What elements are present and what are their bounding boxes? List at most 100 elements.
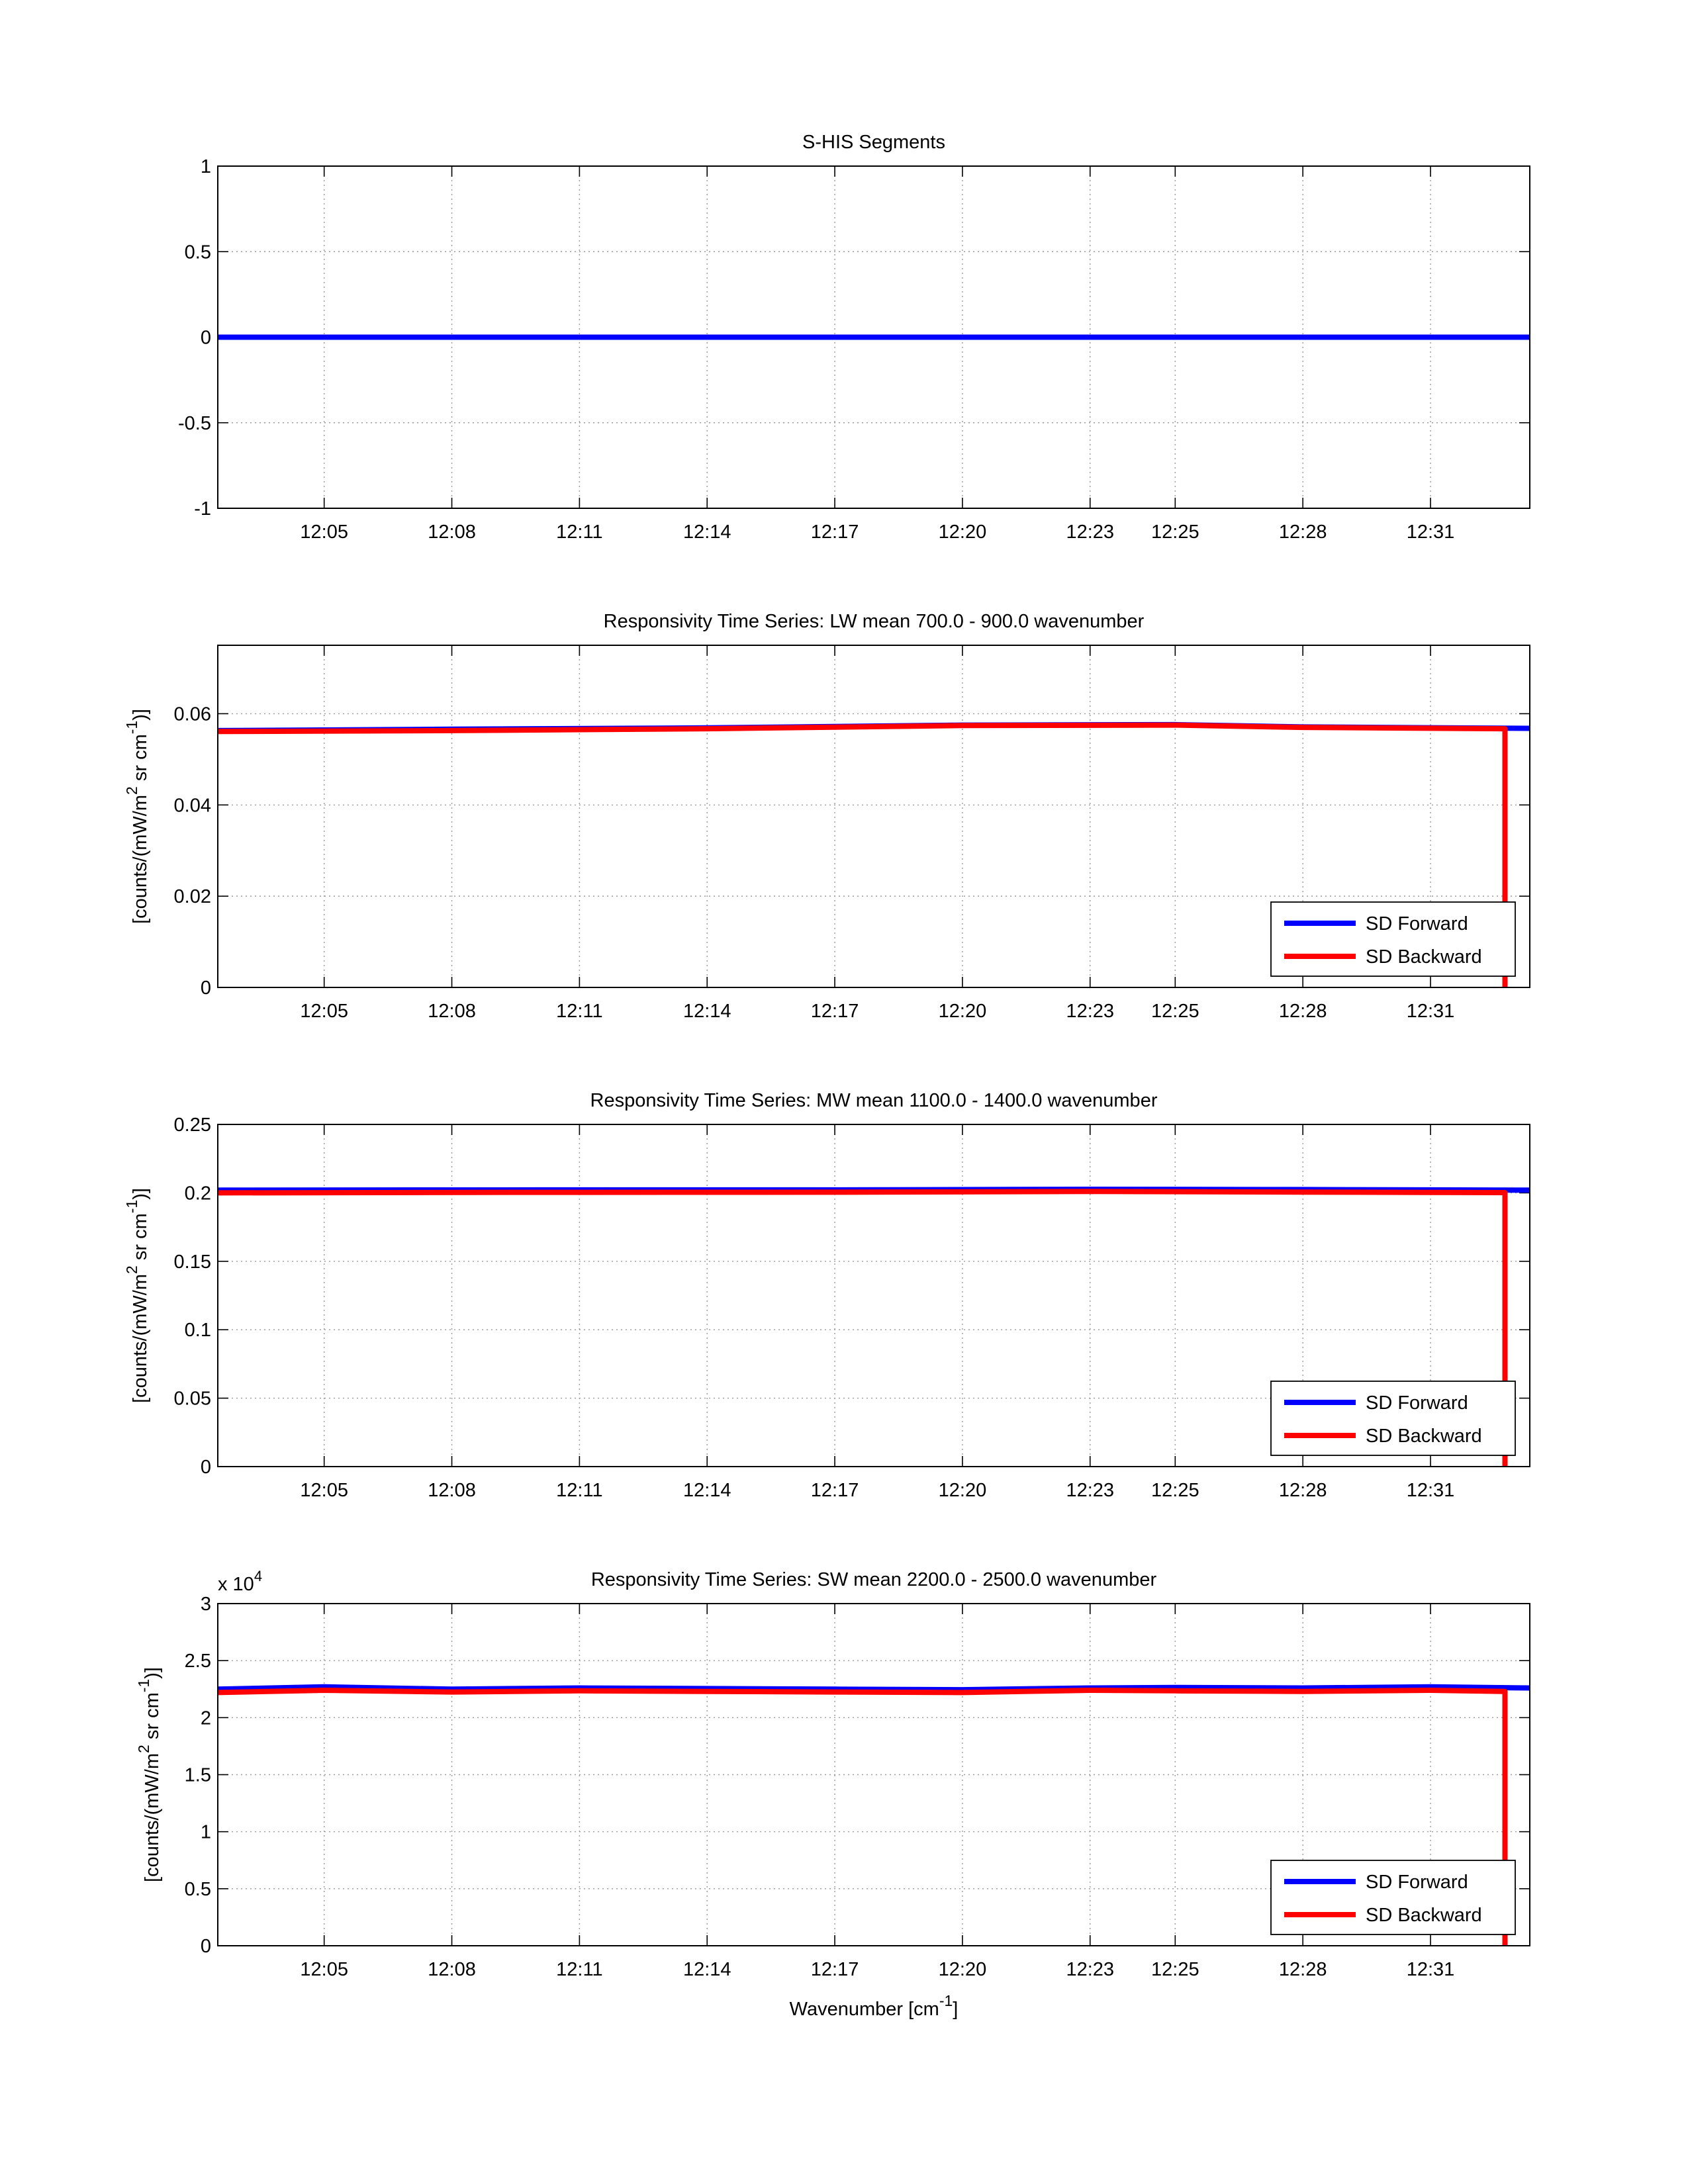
- series-line-sd-backward: [218, 1189, 1508, 1467]
- legend-box: [1270, 1381, 1516, 1456]
- y-axis-label: [counts/(mW/m2 sr cm-1)]: [123, 709, 151, 924]
- y-axis-label-main: [counts/(mW/m: [142, 1753, 163, 1882]
- y-axis-label-mid: sr cm: [130, 734, 151, 786]
- series-line-sd-backward: [218, 1688, 1508, 1946]
- legend: SD Forward SD Backward: [1270, 1860, 1516, 1935]
- x-tick-label: 12:11: [556, 1959, 602, 1980]
- y-tick-label: 2.5: [185, 1651, 211, 1672]
- y-multiplier-base: x 10: [218, 1574, 254, 1595]
- x-tick-label: 12:31: [1407, 1001, 1455, 1022]
- x-tick-label: 12:17: [811, 1480, 859, 1501]
- y-axis-label-main: [counts/(mW/m: [130, 1274, 151, 1403]
- x-tick-label: 12:17: [811, 522, 859, 543]
- axes-box: [217, 1603, 1530, 1946]
- x-tick-label: 12:14: [683, 1480, 731, 1501]
- chart-panel-2: Responsivity Time Series: LW mean 700.0 …: [123, 611, 1530, 1022]
- series-group: [218, 1187, 1530, 1467]
- y-tick-label: 0: [201, 1936, 211, 1957]
- x-tick-label: 12:08: [428, 1959, 476, 1980]
- x-tick-label: 12:25: [1151, 522, 1199, 543]
- x-tick-label: 12:25: [1151, 1001, 1199, 1022]
- y-tick-label: 0.04: [174, 795, 211, 816]
- chart-title: Responsivity Time Series: LW mean 700.0 …: [604, 611, 1145, 632]
- series-line-sd-backward: [218, 722, 1508, 987]
- axes-box: [217, 1124, 1530, 1467]
- x-tick-label: 12:20: [939, 1959, 987, 1980]
- x-tick-label: 12:28: [1279, 1480, 1327, 1501]
- legend: SD Forward SD Backward: [1270, 1381, 1516, 1456]
- x-tick-label: 12:28: [1279, 1959, 1327, 1980]
- y-axis-label-end: )]: [142, 1667, 163, 1679]
- chart-title: S-HIS Segments: [802, 132, 945, 153]
- y-tick-label: 0.2: [185, 1183, 211, 1204]
- y-tick-label: 1: [201, 1822, 211, 1843]
- y-axis-label-sup1: 2: [123, 1265, 140, 1274]
- y-axis-label-sup2: -1: [135, 1679, 152, 1692]
- grid-lines: [218, 645, 1530, 987]
- x-tick-label: 12:23: [1066, 522, 1114, 543]
- x-tick-label: 12:28: [1279, 1001, 1327, 1022]
- y-tick-label: 0.25: [174, 1115, 211, 1136]
- x-tick-label: 12:05: [300, 1001, 348, 1022]
- x-tick-label: 12:17: [811, 1001, 859, 1022]
- chart-panel-4: Responsivity Time Series: SW mean 2200.0…: [135, 1568, 1530, 2020]
- x-tick-label: 12:17: [811, 1959, 859, 1980]
- y-axis-label-sup1: 2: [135, 1745, 152, 1753]
- y-tick-label: 3: [201, 1594, 211, 1615]
- y-tick-label: 0: [201, 1457, 211, 1478]
- x-tick-label: 12:11: [556, 1480, 602, 1501]
- y-axis-label-sup1: 2: [123, 786, 140, 795]
- y-axis-label: [counts/(mW/m2 sr cm-1)]: [135, 1667, 163, 1882]
- y-axis-label-mid: sr cm: [142, 1692, 163, 1745]
- x-tick-label: 12:25: [1151, 1480, 1199, 1501]
- x-axis-label-end: ]: [953, 1999, 958, 2020]
- x-axis-label: Wavenumber [cm-1]: [790, 1992, 959, 2020]
- y-tick-label: 0.15: [174, 1251, 211, 1273]
- y-tick-label: 0.5: [185, 242, 211, 263]
- y-tick-label: 0.05: [174, 1388, 211, 1410]
- x-tick-label: 12:23: [1066, 1001, 1114, 1022]
- x-tick-label: 12:08: [428, 522, 476, 543]
- legend-label: SD Backward: [1366, 1905, 1482, 1926]
- y-tick-label: -0.5: [178, 413, 211, 434]
- chart-panel-3: Responsivity Time Series: MW mean 1100.0…: [123, 1090, 1530, 1501]
- series-group: [218, 1684, 1530, 1946]
- legend-label: SD Forward: [1366, 1872, 1468, 1893]
- legend-label: SD Forward: [1366, 913, 1468, 934]
- y-tick-label: 0: [201, 978, 211, 999]
- y-axis-label-end: )]: [130, 1188, 151, 1200]
- chart-title: Responsivity Time Series: SW mean 2200.0…: [591, 1569, 1157, 1590]
- legend-box: [1270, 1860, 1516, 1935]
- legend-label: SD Backward: [1366, 1426, 1482, 1447]
- y-tick-label: 1.5: [185, 1765, 211, 1786]
- y-tick-label: 1: [201, 156, 211, 177]
- series-line-sd-forward: [218, 1684, 1530, 1693]
- axes-box: [217, 165, 1530, 509]
- legend: SD Forward SD Backward: [1270, 901, 1516, 977]
- x-tick-label: 12:14: [683, 1959, 731, 1980]
- x-tick-label: 12:20: [939, 1480, 987, 1501]
- x-axis-label-main: Wavenumber [cm: [790, 1999, 939, 2020]
- x-axis-label-sup: -1: [939, 1992, 953, 2009]
- x-tick-label: 12:14: [683, 522, 731, 543]
- series-group: [218, 721, 1530, 987]
- y-tick-label: 0: [201, 328, 211, 349]
- y-axis-label-sup2: -1: [123, 721, 140, 734]
- legend-label: SD Forward: [1366, 1392, 1468, 1414]
- y-axis-label-mid: sr cm: [130, 1213, 151, 1265]
- y-tick-label: 0.02: [174, 886, 211, 907]
- chart-panel-1: S-HIS Segments 1 0.5 0 -0.5 -1 12:05 12:08 12:11…: [178, 132, 1530, 543]
- x-tick-label: 12:11: [556, 1001, 602, 1022]
- y-tick-label: 0.06: [174, 704, 211, 725]
- x-tick-label: 12:14: [683, 1001, 731, 1022]
- x-tick-label: 12:23: [1066, 1480, 1114, 1501]
- y-tick-label: 2: [201, 1707, 211, 1729]
- x-tick-label: 12:05: [300, 1959, 348, 1980]
- x-tick-label: 12:05: [300, 522, 348, 543]
- y-multiplier: x 104: [218, 1568, 262, 1595]
- grid-lines: [218, 1604, 1530, 1946]
- y-axis-label-main: [counts/(mW/m: [130, 795, 151, 924]
- y-tick-label: 0.1: [185, 1320, 211, 1341]
- x-tick-label: 12:25: [1151, 1959, 1199, 1980]
